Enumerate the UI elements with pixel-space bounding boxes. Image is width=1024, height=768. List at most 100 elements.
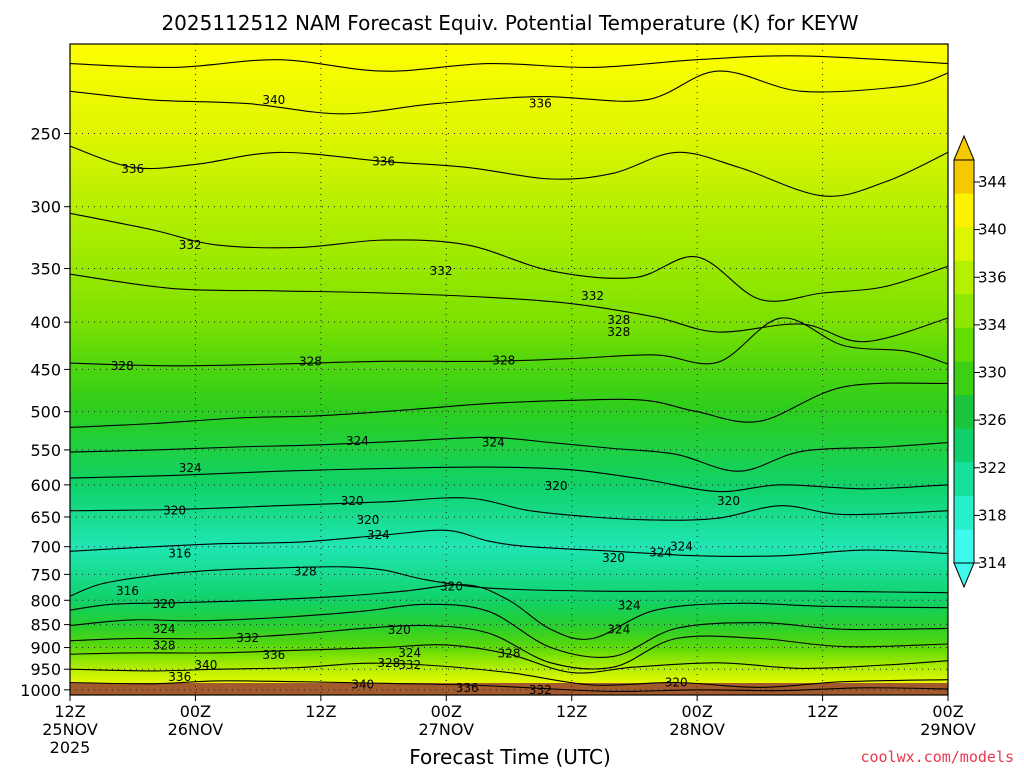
contour-label: 324 <box>607 622 630 636</box>
contour-label: 336 <box>529 97 552 111</box>
colorbar-frame <box>953 159 975 564</box>
contour-label: 320 <box>440 579 463 593</box>
contour-label: 320 <box>341 494 364 508</box>
y-tick-label: 950 <box>30 660 61 679</box>
contour-line-332 <box>70 644 948 674</box>
colorbar-segment <box>954 361 974 396</box>
colorbar-segment <box>954 395 974 430</box>
contour-line-340 <box>70 70 948 115</box>
y-axis: 250 300 350 400 450 500 550 600 650 700 750 800 850 9… <box>20 125 70 700</box>
contour-label: 320 <box>602 551 625 565</box>
colorbar-tick-label: 344 <box>978 173 1007 191</box>
y-tick-label: 800 <box>30 591 61 610</box>
y-tick-label: 700 <box>30 538 61 557</box>
x-tick-label: 00Z <box>932 702 963 721</box>
x-tick-label: 12Z <box>305 702 336 721</box>
contour-label: 332 <box>529 683 552 697</box>
contour-line-328 <box>70 317 948 367</box>
contour-label: 328 <box>299 354 322 368</box>
x-tick-label: 28NOV <box>669 720 725 739</box>
contour-label: 316 <box>168 547 191 561</box>
y-tick-label: 850 <box>30 616 61 635</box>
contour-label: 332 <box>236 631 259 645</box>
contour-label: 324 <box>179 461 202 475</box>
x-tick-label: 12Z <box>807 702 838 721</box>
contour-label: 340 <box>194 658 217 672</box>
x-axis-label: Forecast Time (UTC) <box>409 745 611 768</box>
colorbar-segment <box>954 327 974 362</box>
contour-label: 324 <box>346 434 369 448</box>
contour-label: 320 <box>388 623 411 637</box>
y-tick-label: 350 <box>30 260 61 279</box>
colorbar-tick-label: 340 <box>978 221 1007 239</box>
colorbar-segment <box>954 428 974 463</box>
y-tick-label: 250 <box>30 125 61 144</box>
contour-label: 324 <box>398 646 421 660</box>
contour-line-324 <box>70 436 948 472</box>
contour-label: 328 <box>607 325 630 339</box>
x-tick-label: 00Z <box>431 702 462 721</box>
contour-line-336 <box>70 662 948 688</box>
x-tick-label: 00Z <box>681 702 712 721</box>
contour-label: 324 <box>482 436 505 450</box>
contour-label: 336 <box>168 670 191 684</box>
colorbar-segment <box>954 260 974 295</box>
colorbar-segment <box>954 160 974 195</box>
colorbar-top-arrow <box>953 134 975 161</box>
contour-label: 336 <box>262 648 285 662</box>
x-tick-label: 26NOV <box>168 720 224 739</box>
colorbar-tick-label: 334 <box>978 316 1007 334</box>
contour-line-336 <box>70 145 948 197</box>
contour-line-320 <box>70 497 948 521</box>
contour-line-328 <box>70 624 948 670</box>
contour-label: 328 <box>294 565 317 579</box>
contour-label: 340 <box>262 93 285 107</box>
contour-label: 332 <box>398 658 421 672</box>
contour-label: 332 <box>179 238 202 252</box>
colorbar-tick-label: 318 <box>978 506 1007 524</box>
x-tick-label: 2025 <box>50 738 91 757</box>
x-tick-label: 29NOV <box>920 720 976 739</box>
y-tick-label: 750 <box>30 565 61 584</box>
contour-line-340 <box>70 680 948 693</box>
colorbar-segment <box>954 193 974 228</box>
contour-label: 324 <box>153 622 176 636</box>
colorbar-tick-label: 314 <box>978 554 1007 572</box>
x-tick-label: 12Z <box>54 702 85 721</box>
contour-label: 328 <box>153 638 176 652</box>
contour-label: 328 <box>111 359 134 373</box>
colorbar-tick-label: 326 <box>978 411 1007 429</box>
contour-label: 332 <box>581 289 604 303</box>
chart-title: 2025112512 NAM Forecast Equiv. Potential… <box>161 11 858 35</box>
contour-label: 324 <box>618 598 641 612</box>
contour-label: 332 <box>430 264 453 278</box>
colorbar-segment <box>954 294 974 329</box>
y-tick-label: 900 <box>30 639 61 658</box>
y-tick-label: 1000 <box>20 681 61 700</box>
x-tick-label: 00Z <box>180 702 211 721</box>
colorbar-segment <box>954 495 974 530</box>
contour-label: 320 <box>153 597 176 611</box>
contour-label: 336 <box>456 681 479 695</box>
contour-label: 320 <box>717 494 740 508</box>
contour-line-316 <box>70 566 948 597</box>
y-tick-label: 400 <box>30 313 61 332</box>
contour-label: 324 <box>649 545 672 559</box>
contour-label: 320 <box>665 676 688 690</box>
colorbar-segment <box>954 529 974 564</box>
colorbar: 344 340 336 334 330 326 322 318 314 <box>953 134 1007 589</box>
contour-label: 336 <box>372 154 395 168</box>
credit-text: coolwx.com/models <box>860 748 1014 766</box>
y-tick-label: 600 <box>30 476 61 495</box>
colorbar-tick-label: 322 <box>978 459 1007 477</box>
contour-label: 328 <box>498 646 521 660</box>
contour-label: 328 <box>607 313 630 327</box>
y-tick-label: 450 <box>30 360 61 379</box>
contour-label: 328 <box>377 656 400 670</box>
contour-line-332 <box>70 212 948 302</box>
y-tick-label: 500 <box>30 403 61 422</box>
contour-line-322 <box>70 466 948 493</box>
